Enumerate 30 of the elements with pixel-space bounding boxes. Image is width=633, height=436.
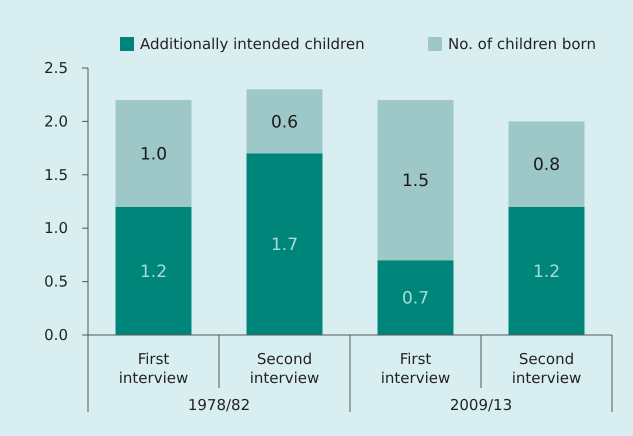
bar [116,100,192,207]
x-tick-label: First interview [380,350,450,387]
data-label: 0.8 [532,155,560,176]
y-tick-label: 1.5 [44,166,68,184]
data-label: 0.6 [270,112,298,132]
bar [246,153,322,335]
bar [508,206,584,335]
x-tick-label: Second interview [512,350,582,387]
bar [116,206,192,335]
y-tick-label: 2.0 [44,112,68,130]
data-label: 1.0 [140,144,168,164]
y-tick-label: 0.5 [44,272,68,291]
y-tick-label: 2.5 [44,59,68,77]
legend-label: No. of children born [448,35,596,53]
bar [508,121,584,207]
text: 2009/13 [450,396,512,414]
y-tick-label: 1.0 [44,219,68,238]
data-label: 1.7 [270,235,298,256]
x-tick-label: First interview [118,350,188,387]
bar [378,260,454,335]
x-tick-label: Second interview [250,350,320,387]
data-label: 1.2 [532,262,560,282]
legend-label: Additionally intended children [140,35,365,53]
data-label: 1.5 [402,171,430,192]
bar [246,89,322,154]
bar [378,100,454,260]
data-label: 1.2 [140,262,168,282]
y-tick-label: 0.0 [44,326,68,344]
data-label: 0.7 [402,288,430,309]
text: 1978/82 [188,396,250,414]
